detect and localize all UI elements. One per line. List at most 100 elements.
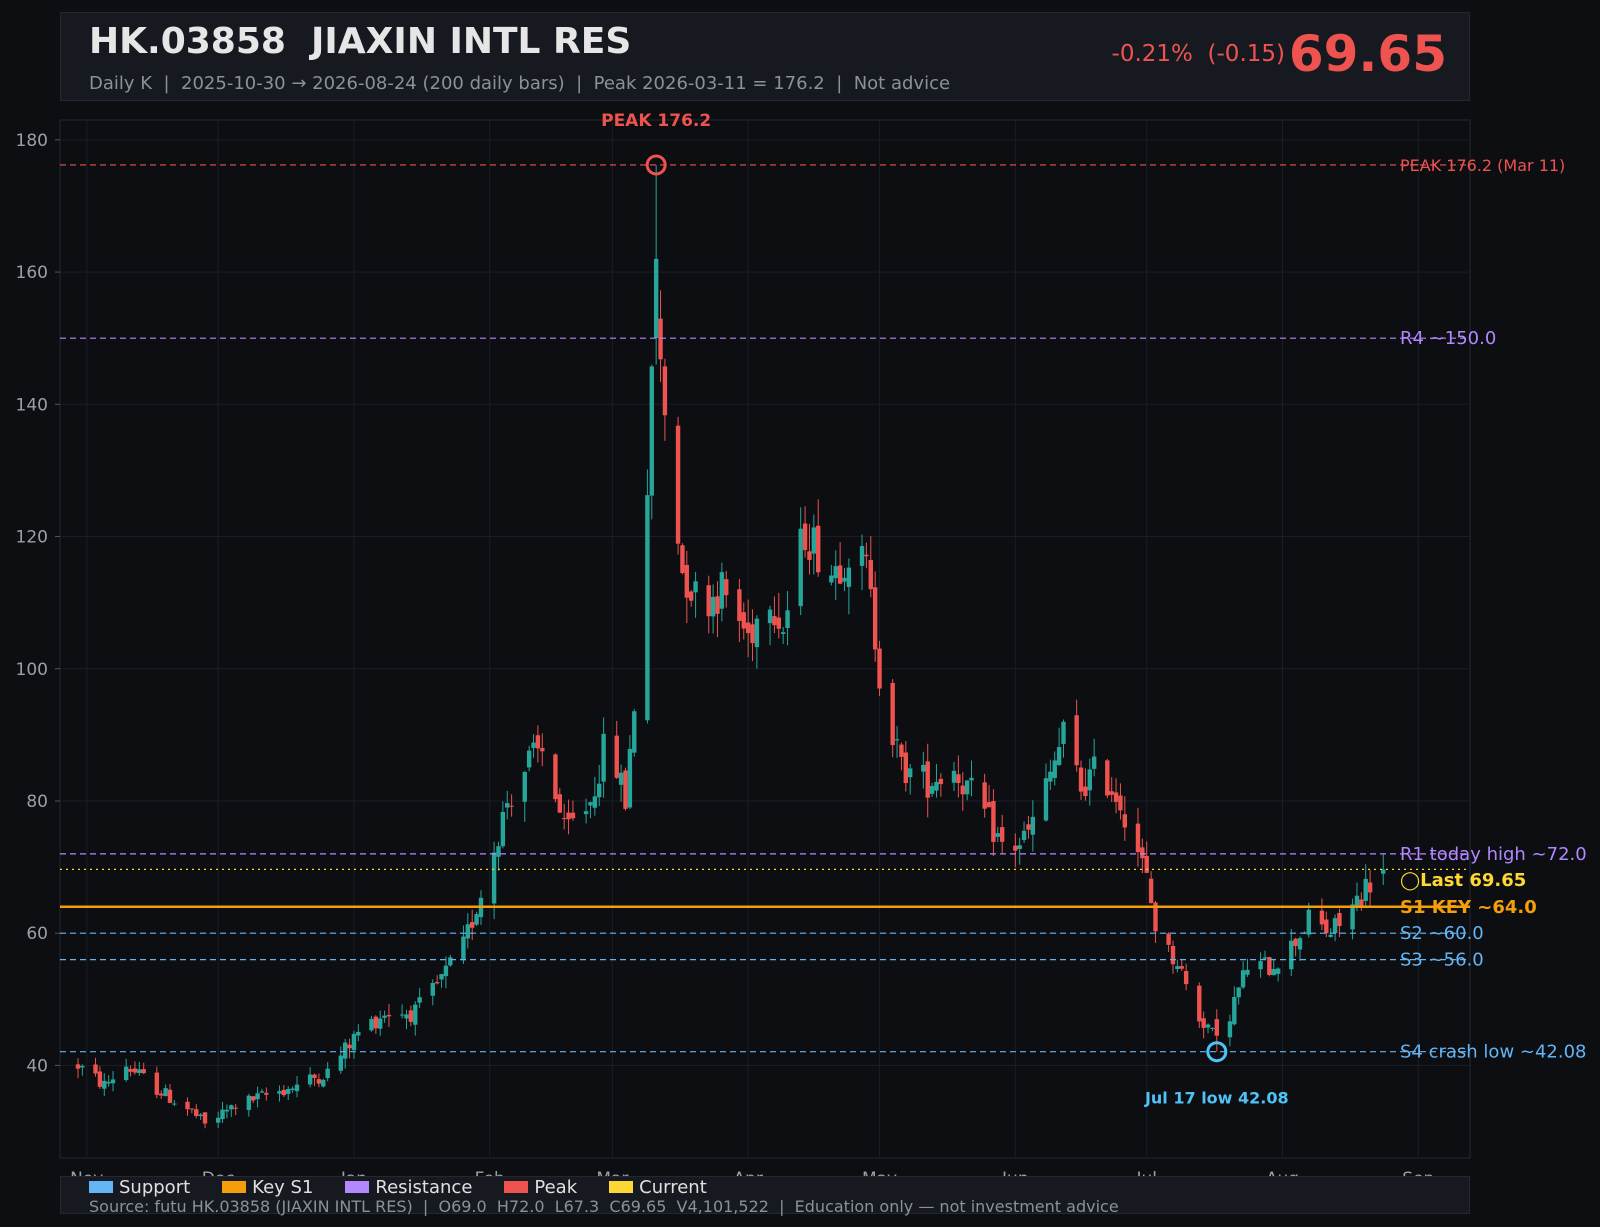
candle-body bbox=[645, 495, 650, 721]
low-label: Jul 17 low 42.08 bbox=[1144, 1089, 1289, 1108]
candle-body bbox=[189, 1108, 195, 1110]
candle-body bbox=[1197, 985, 1202, 1022]
candle-body bbox=[649, 366, 654, 496]
candle-body bbox=[382, 1015, 387, 1018]
candle-body bbox=[137, 1069, 142, 1074]
candle-body bbox=[653, 258, 659, 339]
candle-body bbox=[1061, 721, 1066, 744]
candle-body bbox=[706, 585, 711, 617]
candle-body bbox=[1153, 902, 1158, 932]
candle-body bbox=[342, 1042, 348, 1059]
candle-body bbox=[413, 1004, 418, 1025]
candle-body bbox=[80, 1065, 85, 1068]
candle-body bbox=[999, 827, 1005, 842]
low-marker bbox=[1206, 1041, 1228, 1063]
candle-body bbox=[1026, 824, 1031, 830]
candle-body bbox=[233, 1107, 238, 1109]
candle-body bbox=[1240, 970, 1246, 988]
legend-label-support: Support bbox=[119, 1176, 191, 1198]
candle-body bbox=[1170, 945, 1176, 965]
candle-body bbox=[837, 565, 843, 584]
legend-label-key-s1: Key S1 bbox=[252, 1176, 314, 1198]
candle-body bbox=[960, 785, 965, 795]
level-label-support: S3 ~56.0 bbox=[1400, 950, 1484, 971]
candle-body bbox=[505, 803, 510, 808]
legend-label-current: Current bbox=[639, 1176, 707, 1198]
candle-body bbox=[281, 1089, 287, 1096]
candle-body bbox=[1319, 910, 1325, 925]
candle-body bbox=[982, 782, 987, 809]
candle-body bbox=[557, 794, 562, 813]
candle-body bbox=[1148, 878, 1154, 904]
candle-body bbox=[776, 617, 781, 629]
candle-body bbox=[1350, 904, 1355, 930]
candle-body bbox=[877, 648, 882, 689]
candle-body bbox=[1201, 1018, 1206, 1028]
candle-body bbox=[1267, 957, 1272, 975]
candle-body bbox=[1056, 746, 1062, 765]
candle-body bbox=[583, 811, 589, 815]
candle-body bbox=[785, 610, 790, 628]
candle-body bbox=[724, 579, 729, 596]
candle-body bbox=[286, 1088, 291, 1094]
candle-body bbox=[277, 1091, 282, 1094]
candle-body bbox=[264, 1092, 269, 1095]
candle-body bbox=[251, 1096, 256, 1101]
candle-body bbox=[737, 589, 742, 621]
candle-body bbox=[1013, 845, 1018, 851]
candle-body bbox=[531, 742, 536, 748]
legend-item-peak: Peak bbox=[504, 1177, 577, 1198]
candle-body bbox=[102, 1080, 107, 1089]
candle-body bbox=[443, 965, 449, 977]
candle-body bbox=[908, 768, 913, 778]
candle-body bbox=[890, 682, 895, 746]
candle-body bbox=[1122, 814, 1128, 828]
candle-body bbox=[1166, 933, 1171, 945]
candle-body bbox=[132, 1068, 138, 1073]
candle-body bbox=[921, 764, 926, 772]
candle-body bbox=[964, 780, 970, 795]
candle-body bbox=[798, 528, 803, 607]
y-tick-label: 180 bbox=[16, 131, 48, 151]
candle-body bbox=[1052, 760, 1057, 779]
y-tick-label: 80 bbox=[26, 792, 48, 812]
candle-body bbox=[526, 750, 532, 768]
candle-body bbox=[780, 632, 786, 634]
candle-body bbox=[294, 1084, 300, 1092]
candle-body bbox=[816, 525, 821, 573]
candle-body bbox=[1232, 997, 1237, 1025]
candle-body bbox=[347, 1044, 352, 1049]
plot-area bbox=[59, 119, 1471, 1159]
candle-body bbox=[623, 770, 628, 809]
candle-body bbox=[246, 1095, 252, 1110]
peak-marker bbox=[645, 154, 667, 176]
candle-body bbox=[1135, 823, 1141, 853]
candle-body bbox=[1021, 830, 1027, 840]
y-tick-label: 140 bbox=[16, 395, 48, 415]
candle-body bbox=[1030, 816, 1036, 835]
candle-body bbox=[307, 1074, 313, 1085]
candle-body bbox=[1083, 786, 1088, 797]
candle-body bbox=[618, 772, 624, 785]
candle-body bbox=[110, 1079, 116, 1084]
candle-body bbox=[141, 1069, 146, 1074]
candle-body bbox=[1078, 767, 1084, 792]
candle-body bbox=[356, 1031, 361, 1036]
candle-body bbox=[693, 581, 698, 593]
candle-body bbox=[417, 997, 422, 1003]
candle-body bbox=[745, 622, 751, 634]
candle-body bbox=[829, 575, 834, 583]
candle-body bbox=[509, 805, 514, 807]
candle-body bbox=[1324, 919, 1329, 934]
candle-body bbox=[1175, 966, 1180, 970]
candle-body bbox=[894, 739, 900, 741]
legend-label-resistance: Resistance bbox=[375, 1176, 473, 1198]
candle-body bbox=[1332, 918, 1338, 934]
price-change: -0.21% (-0.15) bbox=[1111, 41, 1285, 67]
candle-body bbox=[290, 1088, 295, 1090]
candle-body bbox=[592, 796, 598, 808]
candle-body bbox=[540, 747, 545, 752]
candle-body bbox=[154, 1072, 160, 1095]
candle-body bbox=[1245, 969, 1250, 975]
candle-body bbox=[570, 812, 576, 819]
